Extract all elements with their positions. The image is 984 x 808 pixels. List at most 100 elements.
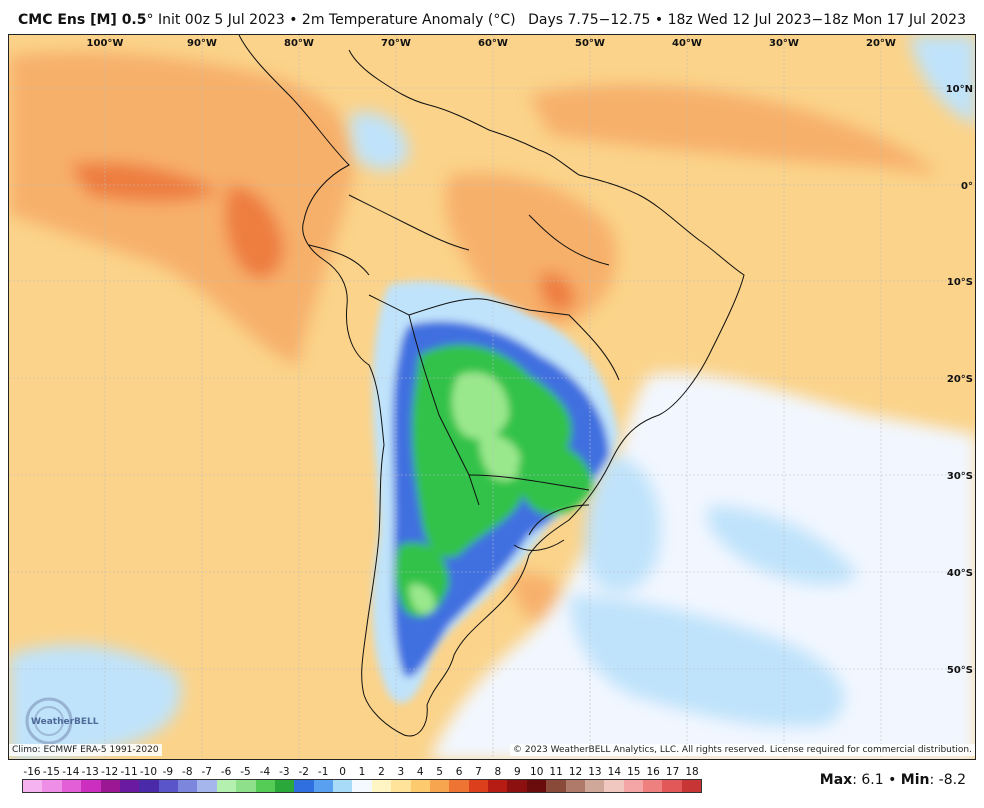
legend-label: -14 [62,766,80,778]
legend-label: 7 [475,766,482,778]
legend-label: -12 [101,766,119,778]
legend-label: -11 [120,766,138,778]
green-anomaly-area [394,542,449,617]
latitude-label: 30°S [947,471,973,482]
legend-colorbar [22,779,702,793]
legend-swatch [391,780,411,792]
legend-label: 8 [494,766,502,778]
coastlines [238,35,745,737]
copyright-note: © 2023 WeatherBELL Analytics, LLC. All r… [510,744,975,756]
legend-swatch [526,780,547,792]
legend-swatch [274,780,295,792]
legend-swatch [313,780,333,792]
legend-label: -10 [139,766,158,778]
title-bullet: • [289,12,298,28]
cool-anomaly-area [569,595,846,728]
legend-label: 1 [358,766,366,778]
field-name: 2m Temperature Anomaly (°C) [301,12,516,28]
min-value: -8.2 [938,772,966,788]
cool-anomaly-area [909,35,975,125]
degree-symbol: ° [146,12,154,28]
logo-text: WeatherBELL [31,717,99,727]
legend-label: -5 [240,766,251,778]
legend-swatch [23,780,43,792]
cool-anomaly-area [9,644,182,759]
min-label: Min [900,772,930,788]
longitude-label: 30°W [769,38,799,49]
legend-label: -15 [42,766,60,778]
legend-swatch [623,780,643,792]
legend-swatch [197,780,217,792]
legend-label: -7 [201,766,212,778]
legend-label: 3 [397,766,405,778]
longitude-label: 100°W [87,38,124,49]
orange-anomaly-area [529,84,939,175]
legend-label: -1 [317,766,329,778]
legend-labels: -16 -15 -14 -13 -12 -11 -10 -9 -8 -7 -6 -5 -4 -3 -2 -1 0… [22,766,702,780]
legend-label: 4 [416,766,424,778]
legend-label: -2 [298,766,309,778]
legend-swatch [42,780,62,792]
legend-swatch [546,780,566,792]
legend-label: -8 [182,766,193,778]
legend-label: 16 [646,766,660,778]
legend-label: 9 [513,766,521,778]
longitude-label: 90°W [187,38,217,49]
legend-swatch [507,780,527,792]
legend-swatch [61,780,82,792]
legend-label: 13 [588,766,602,778]
cool-anomaly-area [706,505,859,586]
longitude-label: 80°W [284,38,314,49]
legend-label: -3 [279,766,290,778]
max-label: Max [819,772,853,788]
legend-swatch [100,780,120,792]
legend-label: 11 [549,766,563,778]
hot-anomaly-area [539,272,575,312]
legend-swatch [178,780,198,792]
green-anomaly-area [517,442,594,516]
longitude-label: 60°W [478,38,508,49]
legend-label: 0 [339,766,346,778]
legend-swatch [81,780,101,792]
cool-ocean-fields [9,35,975,759]
legend-label: -9 [162,766,174,778]
legend-swatch [565,780,585,792]
cool-anomaly-area [585,455,662,593]
legend-swatch [681,780,702,792]
lgreen-anomaly-area [409,584,435,614]
legend-swatch [488,780,508,792]
legend-swatch [604,780,624,792]
orange-anomaly-area [445,172,617,327]
legend-label: 17 [665,766,680,778]
orange-anomaly-area [9,51,356,365]
anomaly-map: 10°N 0° 10°S 20°S 30°S 40°S 50°S 100°W 90°W 80°W… [8,34,976,760]
legend-label: 14 [607,766,622,778]
longitude-label: 40°W [672,38,702,49]
legend-swatch [255,780,275,792]
legend-label: 5 [436,766,443,778]
legend-swatch [216,780,237,792]
legend-swatch [294,780,314,792]
legend-swatch [429,780,450,792]
legend-label: -6 [220,766,232,778]
legend-swatch [236,780,256,792]
valid-period: Days 7.75−12.75 • 18z Wed 12 Jul 2023−18… [528,12,966,28]
map-title: CMC Ens [M] 0.5° Init 00z 5 Jul 2023 • 2… [18,12,516,28]
legend-label: 18 [685,766,699,778]
longitude-label: 50°W [575,38,605,49]
init-time: Init 00z 5 Jul 2023 [157,12,285,28]
latitude-label: 50°S [947,665,973,676]
cool-anomaly-area [349,112,409,170]
legend-swatch [371,780,392,792]
legend-swatch [333,780,353,792]
max-value: 6.1 [861,772,884,788]
warm-anomaly-fields [9,35,975,675]
legend-swatch [352,780,372,792]
legend-label: -4 [259,766,271,778]
longitude-labels: 100°W 90°W 80°W 70°W 60°W 50°W 40°W 30°W 20°W [87,38,896,49]
header: CMC Ens [M] 0.5° Init 00z 5 Jul 2023 • 2… [0,0,984,34]
latitude-label: 10°S [947,277,973,288]
max-min-stats: Max: 6.1 • Min: -8.2 [819,772,966,788]
legend-swatch [468,780,488,792]
latitude-label: 40°S [947,568,973,579]
